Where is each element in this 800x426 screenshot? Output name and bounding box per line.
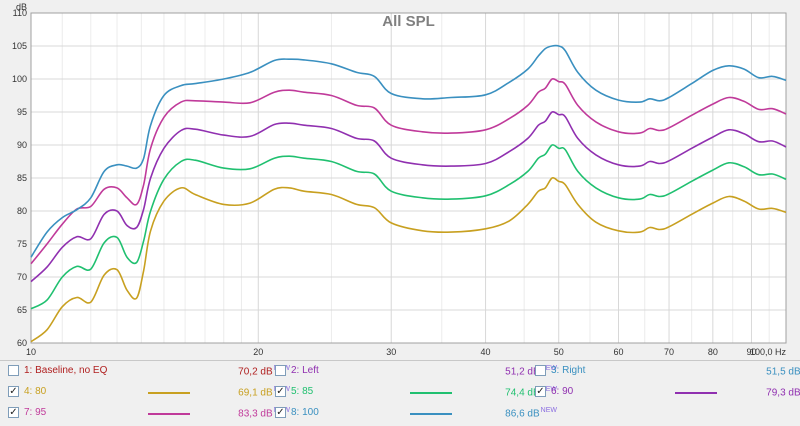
series-line-6-90 [30, 110, 787, 283]
legend-item-3-right: 3: Right 51,5 dBNEW [0, 361, 800, 382]
legend-label: 7: 95 [24, 407, 47, 418]
legend-checkbox[interactable]: ✓ [8, 386, 19, 397]
legend-swatch [148, 392, 190, 394]
legend-value: 79,3 dBNEW [766, 387, 800, 399]
legend-label: 4: 80 [24, 386, 47, 397]
series-line-8-100 [30, 44, 787, 258]
y-tick-label: 105 [12, 41, 27, 51]
y-tick-label: 110 [13, 8, 27, 18]
legend-value: 86,6 dBNEW [505, 407, 557, 420]
legend-checkbox[interactable] [275, 365, 286, 376]
legend-item-8-100: ✓ 8: 100 86,6 dBNEW [0, 403, 800, 424]
legend-label: 6: 90 [551, 386, 574, 397]
legend-label: 8: 100 [291, 407, 319, 418]
y-tick-label: 80 [17, 206, 27, 216]
series-line-4-80 [30, 176, 787, 343]
legend-new-tag: NEW [540, 386, 557, 393]
legend-label: 2: Left [291, 365, 319, 376]
legend-checkbox[interactable] [535, 365, 546, 376]
y-tick-label: 65 [17, 305, 27, 315]
legend-new-tag: NEW [540, 407, 557, 414]
series-line-5-85 [30, 144, 787, 310]
y-tick-label: 85 [17, 173, 27, 183]
y-axis-label: dB [16, 2, 27, 12]
y-tick-label: 60 [17, 338, 27, 348]
legend-value: 51,5 dBNEW [766, 366, 800, 378]
x-tick-label: 20 [253, 347, 263, 357]
x-tick-label: 60 [613, 347, 623, 357]
chart-area: 60 65 70 75 80 85 90 95 100 105 110 dB 10 20 30 40 50 60 7… [12, 2, 787, 357]
series-line-7-95 [30, 77, 787, 265]
legend-label: 5: 85 [291, 386, 314, 397]
legend-checkbox[interactable]: ✓ [535, 386, 546, 397]
x-tick-label: 70 [664, 347, 674, 357]
legend-label: 3: Right [551, 365, 586, 376]
x-tick-label: 50 [554, 347, 564, 357]
legend-swatch [410, 392, 452, 394]
legend-label: 1: Baseline, no EQ [24, 365, 108, 376]
legend-item-2-left: 2: Left 51,2 dBNEW [0, 361, 800, 382]
x-tick-label: 10 [26, 347, 36, 357]
x-tick-label: 80 [708, 347, 718, 357]
legend-swatch [148, 413, 190, 415]
x-tick-label: 90 [746, 347, 756, 357]
y-tick-label: 90 [17, 140, 27, 150]
y-tick-label: 100 [12, 74, 27, 84]
legend-checkbox[interactable]: ✓ [275, 407, 286, 418]
legend-value: 74,4 dBNEW [505, 386, 557, 399]
legend-item-6-90: ✓ 6: 90 79,3 dBNEW [0, 382, 800, 403]
legend-checkbox[interactable] [8, 365, 19, 376]
legend-checkbox[interactable]: ✓ [8, 407, 19, 418]
x-tick-label: 100,0 Hz [750, 347, 787, 357]
y-tick-label: 95 [17, 107, 27, 117]
legend-item-5-85: ✓ 5: 85 74,4 dBNEW [0, 382, 800, 403]
x-tick-label: 40 [481, 347, 491, 357]
x-tick-label: 30 [386, 347, 396, 357]
y-tick-label: 75 [17, 239, 27, 249]
chart-title: All SPL [382, 13, 435, 30]
legend-checkbox[interactable]: ✓ [275, 386, 286, 397]
legend-swatch [675, 392, 717, 394]
legend-new-tag: NEW [540, 365, 557, 372]
plot-border [30, 12, 787, 344]
legend-swatch [410, 413, 452, 415]
legend-value: 51,2 dBNEW [505, 365, 557, 378]
y-tick-label: 70 [17, 272, 27, 282]
